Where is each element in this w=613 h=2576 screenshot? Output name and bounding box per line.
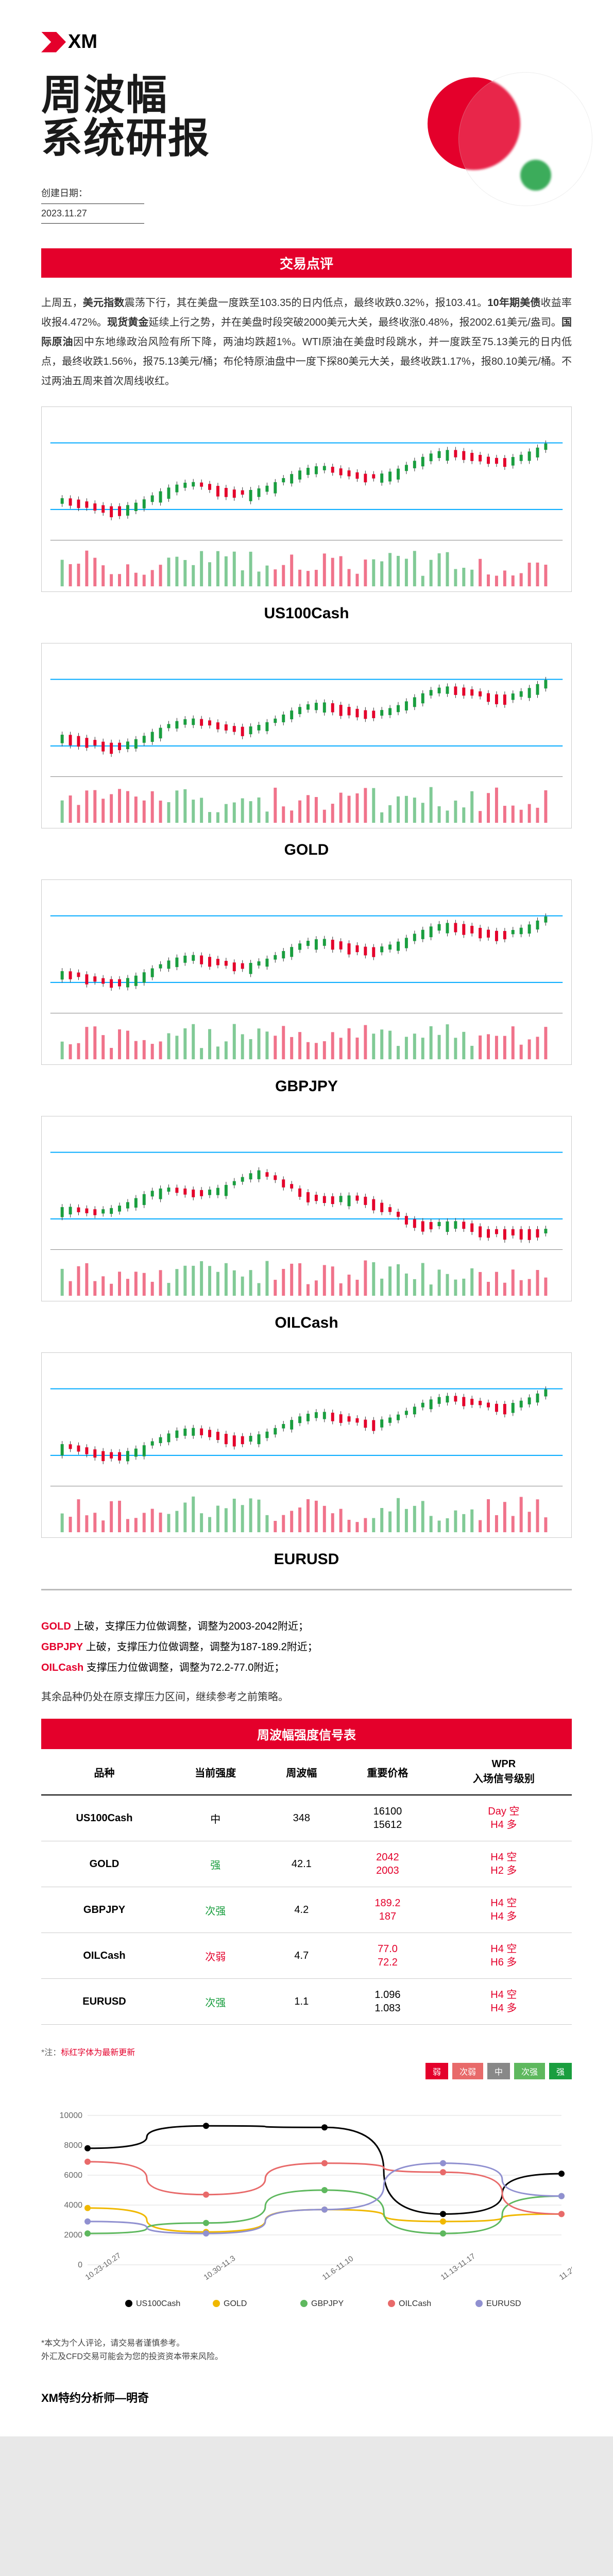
- adjustments-block: GOLD 上破，支撑压力位做调整，调整为2003-2042附近； GBPJPY 上…: [0, 1606, 613, 1688]
- svg-text:EURUSD: EURUSD: [486, 2299, 521, 2308]
- signal-table-header: 周波幅强度信号表: [41, 1719, 572, 1749]
- chart-block: OILCash: [41, 1116, 572, 1332]
- svg-text:4000: 4000: [64, 2201, 82, 2210]
- adjust-symbol: GOLD: [41, 1621, 71, 1632]
- candlestick-chart: [41, 879, 572, 1065]
- svg-text:0: 0: [78, 2261, 82, 2269]
- strength-line-chart: 0 2000 4000 6000 8000 10000 10.23-10.27 10.30-1…: [41, 2105, 572, 2311]
- adjust-text: 支撑压力位做调整，调整为72.2-77.0附近；: [83, 1662, 284, 1673]
- chart-block: US100Cash: [41, 406, 572, 622]
- svg-text:10.30-11.3: 10.30-11.3: [202, 2254, 237, 2282]
- table-header-cell: 品种: [41, 1749, 167, 1795]
- cell-strength: 中: [167, 1795, 264, 1841]
- legend-chip: 弱: [425, 2063, 448, 2079]
- svg-text:11.6-11.10: 11.6-11.10: [321, 2254, 355, 2282]
- cell-strength: 次弱: [167, 1933, 264, 1979]
- cell-strength: 强: [167, 1841, 264, 1887]
- cell-symbol: OILCash: [41, 1933, 167, 1979]
- chart-block: GOLD: [41, 643, 572, 859]
- svg-text:10.23-10.27: 10.23-10.27: [84, 2251, 123, 2282]
- svg-text:GOLD: GOLD: [224, 2299, 247, 2308]
- legend-chip: 强: [549, 2063, 572, 2079]
- disclaimer-line1: *本文为个人评论，请交易者谨慎参考。: [41, 2337, 572, 2350]
- logo: XM: [41, 31, 572, 53]
- cell-prices: 1610015612: [339, 1795, 436, 1841]
- cell-range: 348: [263, 1795, 339, 1841]
- table-header-cell: 周波幅: [263, 1749, 339, 1795]
- chart-title: EURUSD: [41, 1551, 572, 1568]
- disclaimer: *本文为个人评论，请交易者谨慎参考。 外汇及CFD交易可能会为您的投资资本带来风…: [0, 2327, 613, 2374]
- cell-range: 4.7: [263, 1933, 339, 1979]
- cell-range: 1.1: [263, 1979, 339, 2025]
- footnote: *注：标红字体为最新更新: [0, 2040, 613, 2063]
- candlestick-chart: [41, 643, 572, 828]
- footnote-text: 标红字体为最新更新: [61, 2048, 135, 2057]
- chart-title: US100Cash: [41, 605, 572, 622]
- chart-title: OILCash: [41, 1314, 572, 1332]
- cell-range: 4.2: [263, 1887, 339, 1933]
- chart-block: GBPJPY: [41, 879, 572, 1095]
- section-trading-header: 交易点评: [41, 248, 572, 278]
- table-header-cell: 当前强度: [167, 1749, 264, 1795]
- table-row: US100Cash 中 348 1610015612 Day 空H4 多: [41, 1795, 572, 1841]
- cell-symbol: US100Cash: [41, 1795, 167, 1841]
- chart-block: EURUSD: [41, 1352, 572, 1568]
- separator: [41, 1589, 572, 1590]
- adjust-note: 其余品种仍处在原支撑压力区间，继续参考之前策略。: [0, 1688, 613, 1719]
- cell-signals: H4 空H4 多: [436, 1887, 572, 1933]
- candlestick-chart: [41, 1352, 572, 1538]
- candlestick-chart: [41, 1116, 572, 1301]
- divider: [41, 223, 144, 224]
- cell-strength: 次强: [167, 1887, 264, 1933]
- cell-range: 42.1: [263, 1841, 339, 1887]
- svg-text:10000: 10000: [60, 2111, 83, 2120]
- table-row: GOLD 强 42.1 20422003 H4 空H2 多: [41, 1841, 572, 1887]
- logo-text: XM: [68, 31, 97, 53]
- svg-text:8000: 8000: [64, 2141, 82, 2150]
- adjust-text: 上破，支撑压力位做调整，调整为187-189.2附近；: [83, 1641, 318, 1653]
- cell-signals: H4 空H4 多: [436, 1979, 572, 2025]
- svg-text:2000: 2000: [64, 2231, 82, 2240]
- table-row: EURUSD 次强 1.1 1.0961.083 H4 空H4 多: [41, 1979, 572, 2025]
- adjust-symbol: OILCash: [41, 1662, 83, 1673]
- legend-chip: 次强: [514, 2063, 545, 2079]
- cell-prices: 189.2187: [339, 1887, 436, 1933]
- cell-signals: H4 空H6 多: [436, 1933, 572, 1979]
- logo-icon: [41, 32, 66, 53]
- footnote-star: *注：: [41, 2048, 61, 2057]
- table-row: OILCash 次弱 4.7 77.072.2 H4 空H6 多: [41, 1933, 572, 1979]
- strength-legend: 弱次弱中次强强: [0, 2063, 613, 2090]
- cell-strength: 次强: [167, 1979, 264, 2025]
- svg-text:US100Cash: US100Cash: [136, 2299, 180, 2308]
- signal-table: 周波幅强度信号表 品种当前强度周波幅重要价格WPR入场信号级别 US100Cas…: [41, 1719, 572, 2025]
- cell-signals: H4 空H2 多: [436, 1841, 572, 1887]
- adjust-text: 上破，支撑压力位做调整，调整为2003-2042附近；: [71, 1621, 309, 1632]
- table-header-cell: WPR入场信号级别: [436, 1749, 572, 1795]
- chart-title: GOLD: [41, 841, 572, 859]
- cell-prices: 20422003: [339, 1841, 436, 1887]
- cell-signals: Day 空H4 多: [436, 1795, 572, 1841]
- decor-glass-circle: [458, 72, 592, 206]
- disclaimer-line2: 外汇及CFD交易可能会为您的投资资本带来风险。: [41, 2350, 572, 2364]
- chart-title: GBPJPY: [41, 1078, 572, 1095]
- cell-prices: 1.0961.083: [339, 1979, 436, 2025]
- cell-prices: 77.072.2: [339, 1933, 436, 1979]
- adjust-symbol: GBPJPY: [41, 1641, 83, 1653]
- body-paragraph: 上周五，美元指数震荡下行，其在美盘一度跌至103.35的日内低点，最终收跌0.3…: [0, 293, 613, 406]
- cell-symbol: EURUSD: [41, 1979, 167, 2025]
- author: XM特约分析师—明奇: [0, 2374, 613, 2436]
- table-header-cell: 重要价格: [339, 1749, 436, 1795]
- svg-text:11.20-11.24: 11.20-11.24: [558, 2252, 572, 2282]
- svg-text:GBPJPY: GBPJPY: [311, 2299, 344, 2308]
- svg-text:11.13-11.17: 11.13-11.17: [439, 2252, 478, 2282]
- candlestick-chart: [41, 406, 572, 592]
- cell-symbol: GOLD: [41, 1841, 167, 1887]
- cell-symbol: GBPJPY: [41, 1887, 167, 1933]
- table-row: GBPJPY 次强 4.2 189.2187 H4 空H4 多: [41, 1887, 572, 1933]
- svg-text:OILCash: OILCash: [399, 2299, 431, 2308]
- legend-chip: 次弱: [452, 2063, 483, 2079]
- svg-text:6000: 6000: [64, 2171, 82, 2180]
- legend-chip: 中: [487, 2063, 510, 2079]
- date-value: 2023.11.27: [41, 208, 572, 219]
